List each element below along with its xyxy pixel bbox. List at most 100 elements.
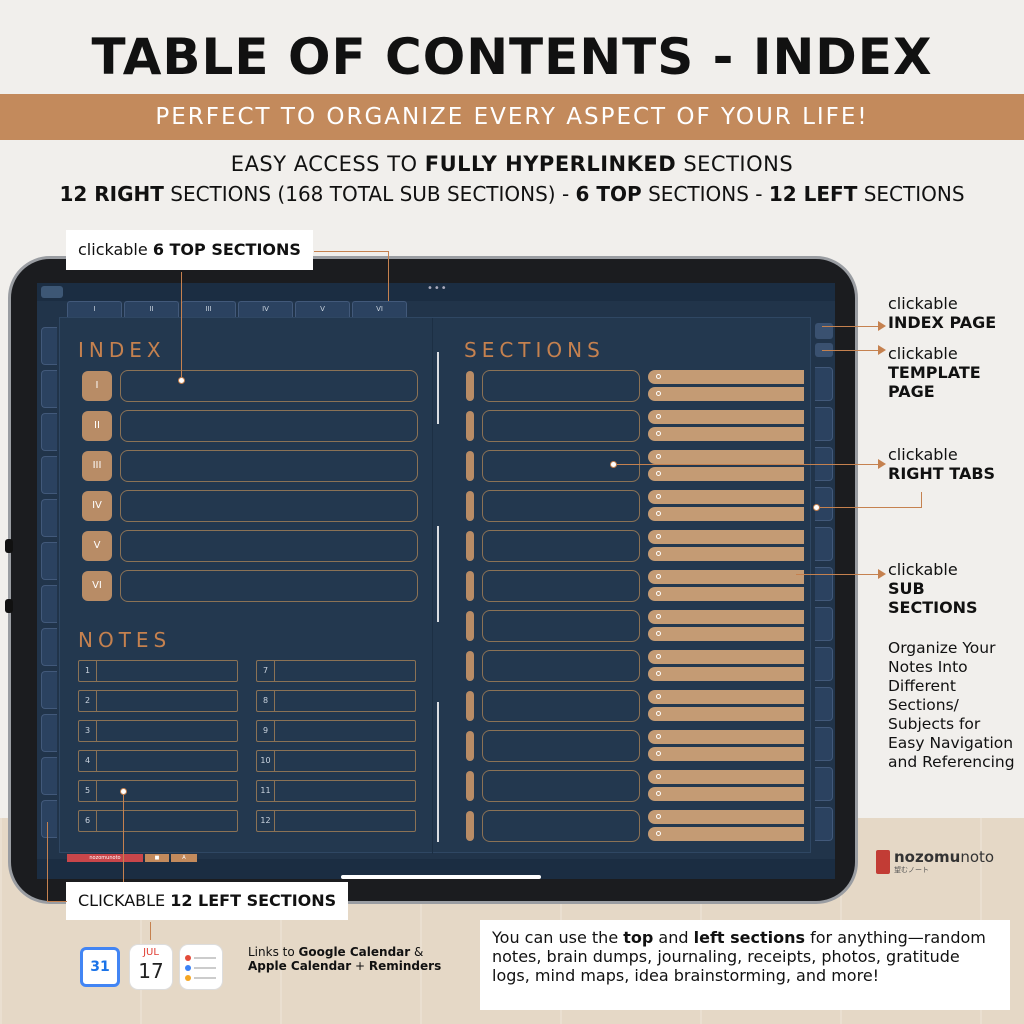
sub-section-link[interactable] [648,450,804,464]
right-tab-10[interactable] [815,727,833,761]
section-entry-field[interactable] [482,490,640,522]
left-tab-8[interactable] [41,628,57,666]
right-tab-7[interactable] [815,607,833,641]
left-tab-1[interactable] [41,327,57,365]
note-row[interactable]: 11 [256,780,416,802]
note-row[interactable]: 6 [78,810,238,832]
left-tab-6[interactable] [41,542,57,580]
note-row[interactable]: 7 [256,660,416,682]
section-tab[interactable] [466,451,474,481]
note-row[interactable]: 5 [78,780,238,802]
top-tab-5[interactable]: V [295,301,350,317]
section-tab[interactable] [466,811,474,841]
sidebar-toggle-icon[interactable] [41,286,63,298]
index-page-icon[interactable] [815,323,833,339]
sub-section-link[interactable] [648,667,804,681]
top-tab-6[interactable]: VI [352,301,407,317]
more-dots-icon[interactable]: ••• [427,283,448,294]
index-tab-6[interactable]: VI [82,571,112,601]
section-tab[interactable] [466,651,474,681]
right-tab-8[interactable] [815,647,833,681]
sub-section-link[interactable] [648,387,804,401]
right-tab-6[interactable] [815,567,833,601]
index-entry-field[interactable] [120,370,418,402]
sub-section-link[interactable] [648,747,804,761]
section-tab[interactable] [466,531,474,561]
section-tab[interactable] [466,571,474,601]
right-tab-9[interactable] [815,687,833,721]
left-tab-2[interactable] [41,370,57,408]
left-tab-10[interactable] [41,714,57,752]
sub-section-link[interactable] [648,650,804,664]
index-tab-4[interactable]: IV [82,491,112,521]
right-tab-2[interactable] [815,407,833,441]
index-entry-field[interactable] [120,530,418,562]
sub-section-link[interactable] [648,770,804,784]
sub-section-link[interactable] [648,507,804,521]
right-tab-12[interactable] [815,807,833,841]
section-entry-field[interactable] [482,530,640,562]
index-tab-2[interactable]: II [82,411,112,441]
section-tab[interactable] [466,691,474,721]
section-tab[interactable] [466,771,474,801]
bottom-tab-apple[interactable]: A [171,854,197,862]
sub-section-link[interactable] [648,490,804,504]
sub-section-link[interactable] [648,610,804,624]
left-tab-12[interactable] [41,800,57,838]
section-tab[interactable] [466,491,474,521]
sub-section-link[interactable] [648,370,804,384]
section-entry-field[interactable] [482,690,640,722]
right-tab-11[interactable] [815,767,833,801]
note-row[interactable]: 4 [78,750,238,772]
bottom-tab-brand[interactable]: nozomunoto [67,854,143,862]
left-tab-9[interactable] [41,671,57,709]
sub-section-link[interactable] [648,570,804,584]
left-tab-11[interactable] [41,757,57,795]
note-row[interactable]: 2 [78,690,238,712]
sub-section-link[interactable] [648,547,804,561]
index-tab-1[interactable]: I [82,371,112,401]
section-tab[interactable] [466,731,474,761]
bottom-tab-calendar[interactable]: ■ [145,854,169,862]
section-entry-field[interactable] [482,570,640,602]
section-entry-field[interactable] [482,450,640,482]
index-entry-field[interactable] [120,570,418,602]
sub-section-link[interactable] [648,627,804,641]
top-tab-3[interactable]: III [181,301,236,317]
apple-calendar-icon[interactable]: JUL 17 [130,945,172,989]
right-tab-5[interactable] [815,527,833,561]
sub-section-link[interactable] [648,427,804,441]
right-tab-4[interactable] [815,487,833,521]
reminders-icon[interactable] [180,945,222,989]
sub-section-link[interactable] [648,410,804,424]
index-tab-3[interactable]: III [82,451,112,481]
note-row[interactable]: 10 [256,750,416,772]
note-row[interactable]: 8 [256,690,416,712]
section-entry-field[interactable] [482,370,640,402]
google-calendar-icon[interactable]: 31 [80,947,120,987]
sub-section-link[interactable] [648,730,804,744]
right-tab-1[interactable] [815,367,833,401]
section-entry-field[interactable] [482,730,640,762]
sub-section-link[interactable] [648,530,804,544]
sub-section-link[interactable] [648,587,804,601]
section-tab[interactable] [466,411,474,441]
note-row[interactable]: 3 [78,720,238,742]
sub-section-link[interactable] [648,810,804,824]
left-tab-3[interactable] [41,413,57,451]
index-tab-5[interactable]: V [82,531,112,561]
left-tab-7[interactable] [41,585,57,623]
note-row[interactable]: 9 [256,720,416,742]
left-tab-5[interactable] [41,499,57,537]
sub-section-link[interactable] [648,827,804,841]
index-entry-field[interactable] [120,410,418,442]
sub-section-link[interactable] [648,467,804,481]
note-row[interactable]: 1 [78,660,238,682]
sub-section-link[interactable] [648,690,804,704]
sub-section-link[interactable] [648,787,804,801]
section-entry-field[interactable] [482,810,640,842]
left-tab-4[interactable] [41,456,57,494]
section-entry-field[interactable] [482,610,640,642]
top-tab-1[interactable]: I [67,301,122,317]
section-entry-field[interactable] [482,770,640,802]
